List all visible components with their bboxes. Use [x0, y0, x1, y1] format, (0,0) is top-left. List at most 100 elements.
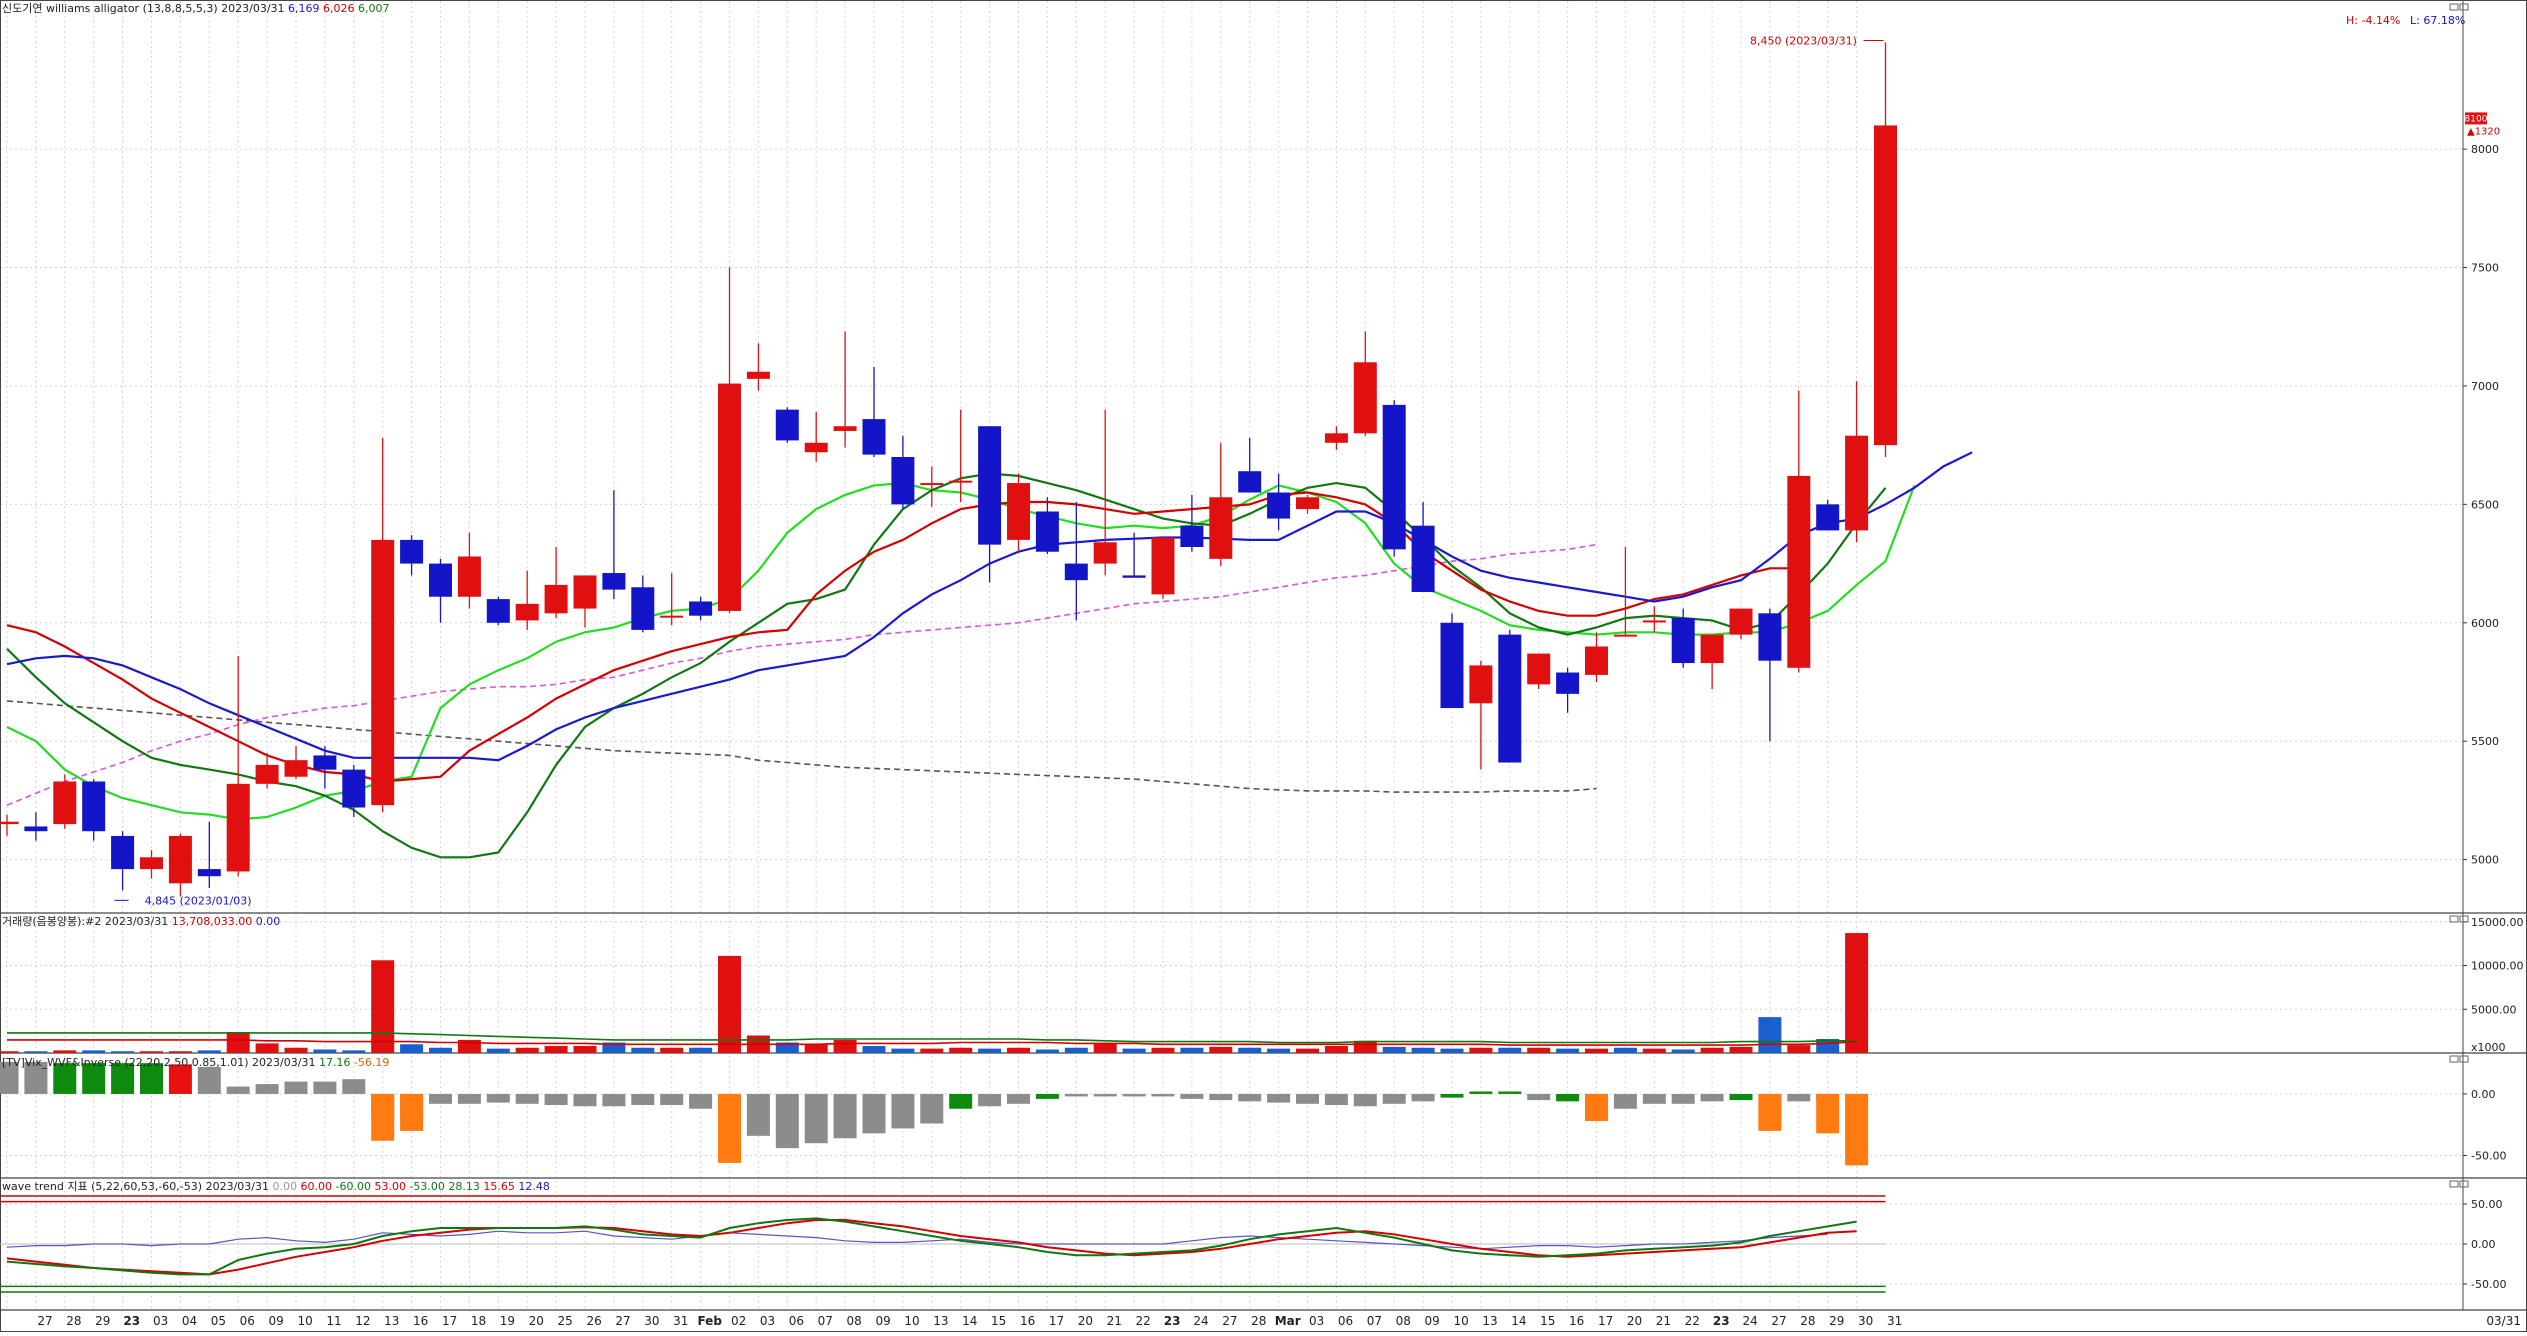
volume-bar: [573, 1046, 597, 1053]
volume-bar: [1671, 1049, 1695, 1053]
wvf-bar: [1469, 1091, 1493, 1094]
wvf-bar: [1700, 1093, 1724, 1102]
x-tick-label: 03: [760, 1314, 775, 1328]
x-tick-label: 13: [384, 1314, 399, 1328]
inverse-bar: [1845, 1093, 1869, 1166]
x-tick-label: 05: [211, 1314, 226, 1328]
x-tick-label: 23: [1713, 1314, 1730, 1328]
volume-bar: [1642, 1048, 1666, 1053]
y-tick-label: 7500: [2471, 262, 2499, 275]
candle-body: [1469, 665, 1493, 704]
y-tick-label: 8000: [2471, 143, 2499, 156]
panel-close-button: [2459, 915, 2469, 923]
header-part: 2023/03/31: [218, 2, 285, 15]
volume-bar: [313, 1049, 337, 1053]
candle-body: [1556, 672, 1580, 694]
candle-body: [602, 573, 626, 590]
wvf-bar: [949, 1093, 973, 1109]
x-tick-label: 11: [326, 1314, 341, 1328]
wvf-bar: [978, 1093, 1002, 1107]
x-tick-label: 06: [789, 1314, 804, 1328]
candle-body: [429, 563, 452, 597]
x-tick-label: 09: [1425, 1314, 1440, 1328]
header-value: 6,026: [320, 2, 355, 15]
wvf-bar: [1093, 1093, 1117, 1097]
x-tick-label: 28: [1800, 1314, 1815, 1328]
wvf-bar: [1556, 1093, 1580, 1102]
x-tick-label: 20: [1078, 1314, 1093, 1328]
wvf-bar: [1209, 1093, 1233, 1101]
candle-body: [1787, 475, 1811, 668]
candle-body: [1585, 646, 1608, 675]
volume-bar: [371, 960, 395, 1053]
x-tick-label: 22: [1136, 1314, 1151, 1328]
header-value: 13,708,033.00: [168, 915, 252, 928]
volume-bar: [1613, 1047, 1637, 1053]
wvf-bar: [660, 1093, 684, 1106]
wvf-bar: [1151, 1093, 1175, 1097]
wvf-bar: [1498, 1091, 1522, 1094]
candle-body: [486, 599, 510, 623]
wave-trend-line: [6, 1217, 1857, 1276]
candle-body: [746, 371, 770, 379]
volume-bar: [1151, 1047, 1175, 1053]
header-part: (22,20,2,50,0.85,1.01): [121, 1056, 249, 1069]
candle-body: [1758, 613, 1782, 661]
volume-ma-line: [7, 1039, 1857, 1046]
header-value: 0.00: [269, 1180, 297, 1193]
volume-bar: [1758, 1017, 1782, 1053]
y-tick-label: 5000.00: [2471, 1003, 2517, 1016]
wave-y-axis: -50.00 0.00 50.00: [2463, 1198, 2506, 1291]
wvf-bar: [197, 1066, 221, 1094]
y-tick-label: 7000: [2471, 380, 2499, 393]
header-value: 15.65: [480, 1180, 515, 1193]
volume-bar: [284, 1047, 308, 1053]
header-value: 12.48: [515, 1180, 550, 1193]
vix-panel: [0, 1061, 1869, 1166]
wvf-bar: [486, 1093, 510, 1103]
volume-bar: [24, 1051, 48, 1053]
candle-body: [1729, 608, 1753, 635]
panel-close-button: [2459, 1180, 2469, 1188]
volume-bar: [168, 1051, 192, 1053]
volume-bar: [631, 1047, 655, 1053]
volume-bar: [544, 1046, 568, 1053]
volume-bar: [1469, 1047, 1493, 1053]
volume-bar: [1787, 1045, 1811, 1053]
x-tick-label: 27: [615, 1314, 630, 1328]
x-tick-label: 27: [1222, 1314, 1237, 1328]
x-tick-label: Mar: [1275, 1314, 1301, 1328]
wvf-bar: [1324, 1093, 1348, 1106]
header-value: 28.13: [445, 1180, 480, 1193]
candle-body: [1122, 575, 1146, 578]
x-tick-label: 20: [529, 1314, 544, 1328]
candle-body: [111, 835, 135, 870]
panel-minimize-button: [2449, 915, 2459, 923]
volume-unit-label: x1000: [2471, 1041, 2506, 1054]
y-tick-label: 15000.00: [2471, 916, 2524, 929]
wvf-bar: [168, 1064, 192, 1094]
candle-body: [197, 869, 221, 877]
volume-bar: [342, 1050, 366, 1053]
wvf-bar: [920, 1093, 944, 1124]
wvf-bar: [1382, 1093, 1406, 1104]
wvf-bar: [111, 1063, 135, 1094]
volume-bar: [82, 1050, 106, 1053]
candle-body: [1007, 483, 1030, 540]
volume-bar: [400, 1044, 424, 1053]
x-tick-label: 13: [933, 1314, 948, 1328]
candle-body: [833, 426, 857, 431]
header-part: 2023/03/31: [105, 915, 168, 928]
x-axis-end-label: 03/31: [2486, 1314, 2521, 1328]
header-value: -53.00: [406, 1180, 445, 1193]
wave-trend-line: [6, 1230, 1828, 1250]
wvf-bar: [1787, 1093, 1811, 1102]
wvf-bar: [833, 1093, 857, 1139]
wvf-bar: [82, 1063, 106, 1094]
wvf-bar: [24, 1061, 48, 1094]
volume-bar: [1382, 1046, 1406, 1053]
x-tick-label: 10: [904, 1314, 919, 1328]
wvf-bar: [1035, 1093, 1059, 1099]
